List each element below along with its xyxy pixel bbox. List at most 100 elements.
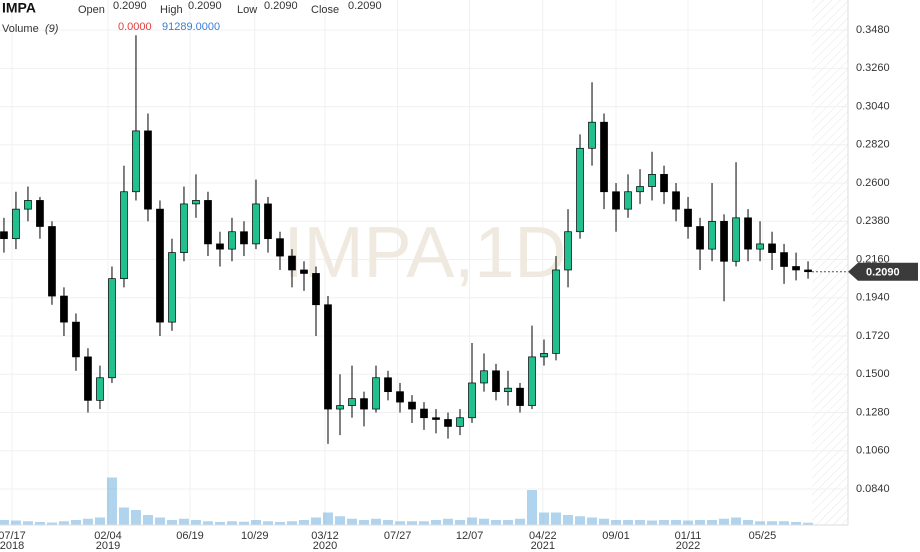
candle-body xyxy=(588,121,596,149)
volume-bar xyxy=(34,522,45,525)
last-price-box xyxy=(848,262,918,281)
candle-body xyxy=(288,255,296,271)
volume-bar xyxy=(142,515,153,525)
x-tick-label: 10/29 xyxy=(241,530,269,542)
symbol: IMPA xyxy=(2,0,36,16)
volume-bar xyxy=(407,521,418,525)
candle-body xyxy=(756,243,764,250)
candle-body xyxy=(336,405,344,410)
volume-bar xyxy=(539,512,550,525)
candle-body xyxy=(684,208,692,227)
volume-bar xyxy=(479,518,490,525)
volume-bar xyxy=(250,520,261,525)
candle-body xyxy=(72,321,80,358)
y-tick-label: 0.0840 xyxy=(856,483,890,495)
x-tick-label: 12/07 xyxy=(456,530,484,542)
last-price-label: 0.2090 xyxy=(866,267,900,279)
candle-body xyxy=(468,382,476,419)
future-area xyxy=(812,0,848,525)
x-tick-label: 07/27 xyxy=(384,530,412,542)
volume-bar xyxy=(214,522,225,525)
candle-body xyxy=(384,377,392,393)
candle-body xyxy=(780,252,788,267)
candle-body xyxy=(444,419,452,427)
volume-bar xyxy=(346,518,357,525)
x-tick-year: 2020 xyxy=(313,540,337,552)
volume-bar xyxy=(382,520,393,525)
candle-body xyxy=(204,200,212,245)
candle-body xyxy=(552,269,560,354)
x-tick-label: 05/25 xyxy=(749,530,777,542)
candle-body xyxy=(648,174,656,187)
candle-body xyxy=(372,377,380,410)
volume-bar xyxy=(563,515,574,525)
candle-body xyxy=(192,200,200,205)
volume-bar xyxy=(671,520,682,525)
legend-value: 0.2090 xyxy=(113,0,147,12)
volume-bar xyxy=(106,477,117,525)
volume-bar xyxy=(10,520,21,525)
candle-body xyxy=(228,231,236,250)
x-tick-year: 2021 xyxy=(531,540,555,552)
candle-body xyxy=(324,304,332,410)
candle-body xyxy=(84,356,92,401)
volume-bar xyxy=(70,520,81,525)
volume-bar xyxy=(503,520,514,525)
x-tick-label: 01/11 xyxy=(675,530,702,542)
candle-body xyxy=(768,243,776,253)
volume-bar xyxy=(202,521,213,525)
volume-bar xyxy=(743,520,754,525)
volume-bar xyxy=(623,520,634,525)
candle-body xyxy=(96,377,104,401)
candle-body xyxy=(420,408,428,419)
y-tick-label: 0.3260 xyxy=(856,62,890,74)
candle-body xyxy=(348,398,356,406)
candle-body xyxy=(312,273,320,306)
volume-bar xyxy=(779,521,790,525)
volume-bar xyxy=(575,516,586,525)
candle-body xyxy=(0,231,8,240)
candle-body xyxy=(492,370,500,393)
candle-body xyxy=(360,398,368,410)
legend: IMPA Open 0.2090 High 0.2090 Low 0.2090 … xyxy=(2,0,382,35)
volume-bar xyxy=(58,521,69,525)
candle-body xyxy=(672,191,680,210)
volume-bar xyxy=(154,517,165,525)
x-tick-label: 09/01 xyxy=(602,530,630,542)
candle-body xyxy=(168,252,176,323)
volume-bar xyxy=(611,520,622,525)
volume-bar xyxy=(551,512,562,525)
y-tick-label: 0.2600 xyxy=(856,177,890,189)
volume-bar xyxy=(635,520,646,525)
candle-body xyxy=(24,200,32,210)
legend-value: 0.2090 xyxy=(188,0,222,12)
candle-body xyxy=(744,217,752,250)
volume-bar xyxy=(647,520,658,525)
legend-label: Low xyxy=(237,4,257,16)
volume-bar xyxy=(683,520,694,525)
volume-bar xyxy=(274,522,285,525)
y-tick-label: 0.1280 xyxy=(856,406,890,418)
grid xyxy=(0,0,848,525)
candle-body xyxy=(612,191,620,210)
y-tick-label: 0.1060 xyxy=(856,445,890,457)
candle-body xyxy=(600,121,608,193)
candle-body xyxy=(540,353,548,358)
candle-body xyxy=(480,370,488,384)
volume-bar xyxy=(0,520,9,525)
legend-label: Volume xyxy=(2,23,39,35)
volume-bar xyxy=(515,518,526,525)
volume-bar xyxy=(190,520,201,525)
y-tick-label: 0.1720 xyxy=(856,330,890,342)
candle-body xyxy=(516,387,524,406)
candle-body xyxy=(252,203,260,245)
y-tick-label: 0.3040 xyxy=(856,100,890,112)
candle-body xyxy=(132,130,140,193)
volume-bar xyxy=(370,518,381,525)
candle-body xyxy=(528,356,536,406)
volume-bar xyxy=(322,512,333,525)
volume-bar xyxy=(695,520,706,525)
y-tick-label: 0.1940 xyxy=(856,292,890,304)
